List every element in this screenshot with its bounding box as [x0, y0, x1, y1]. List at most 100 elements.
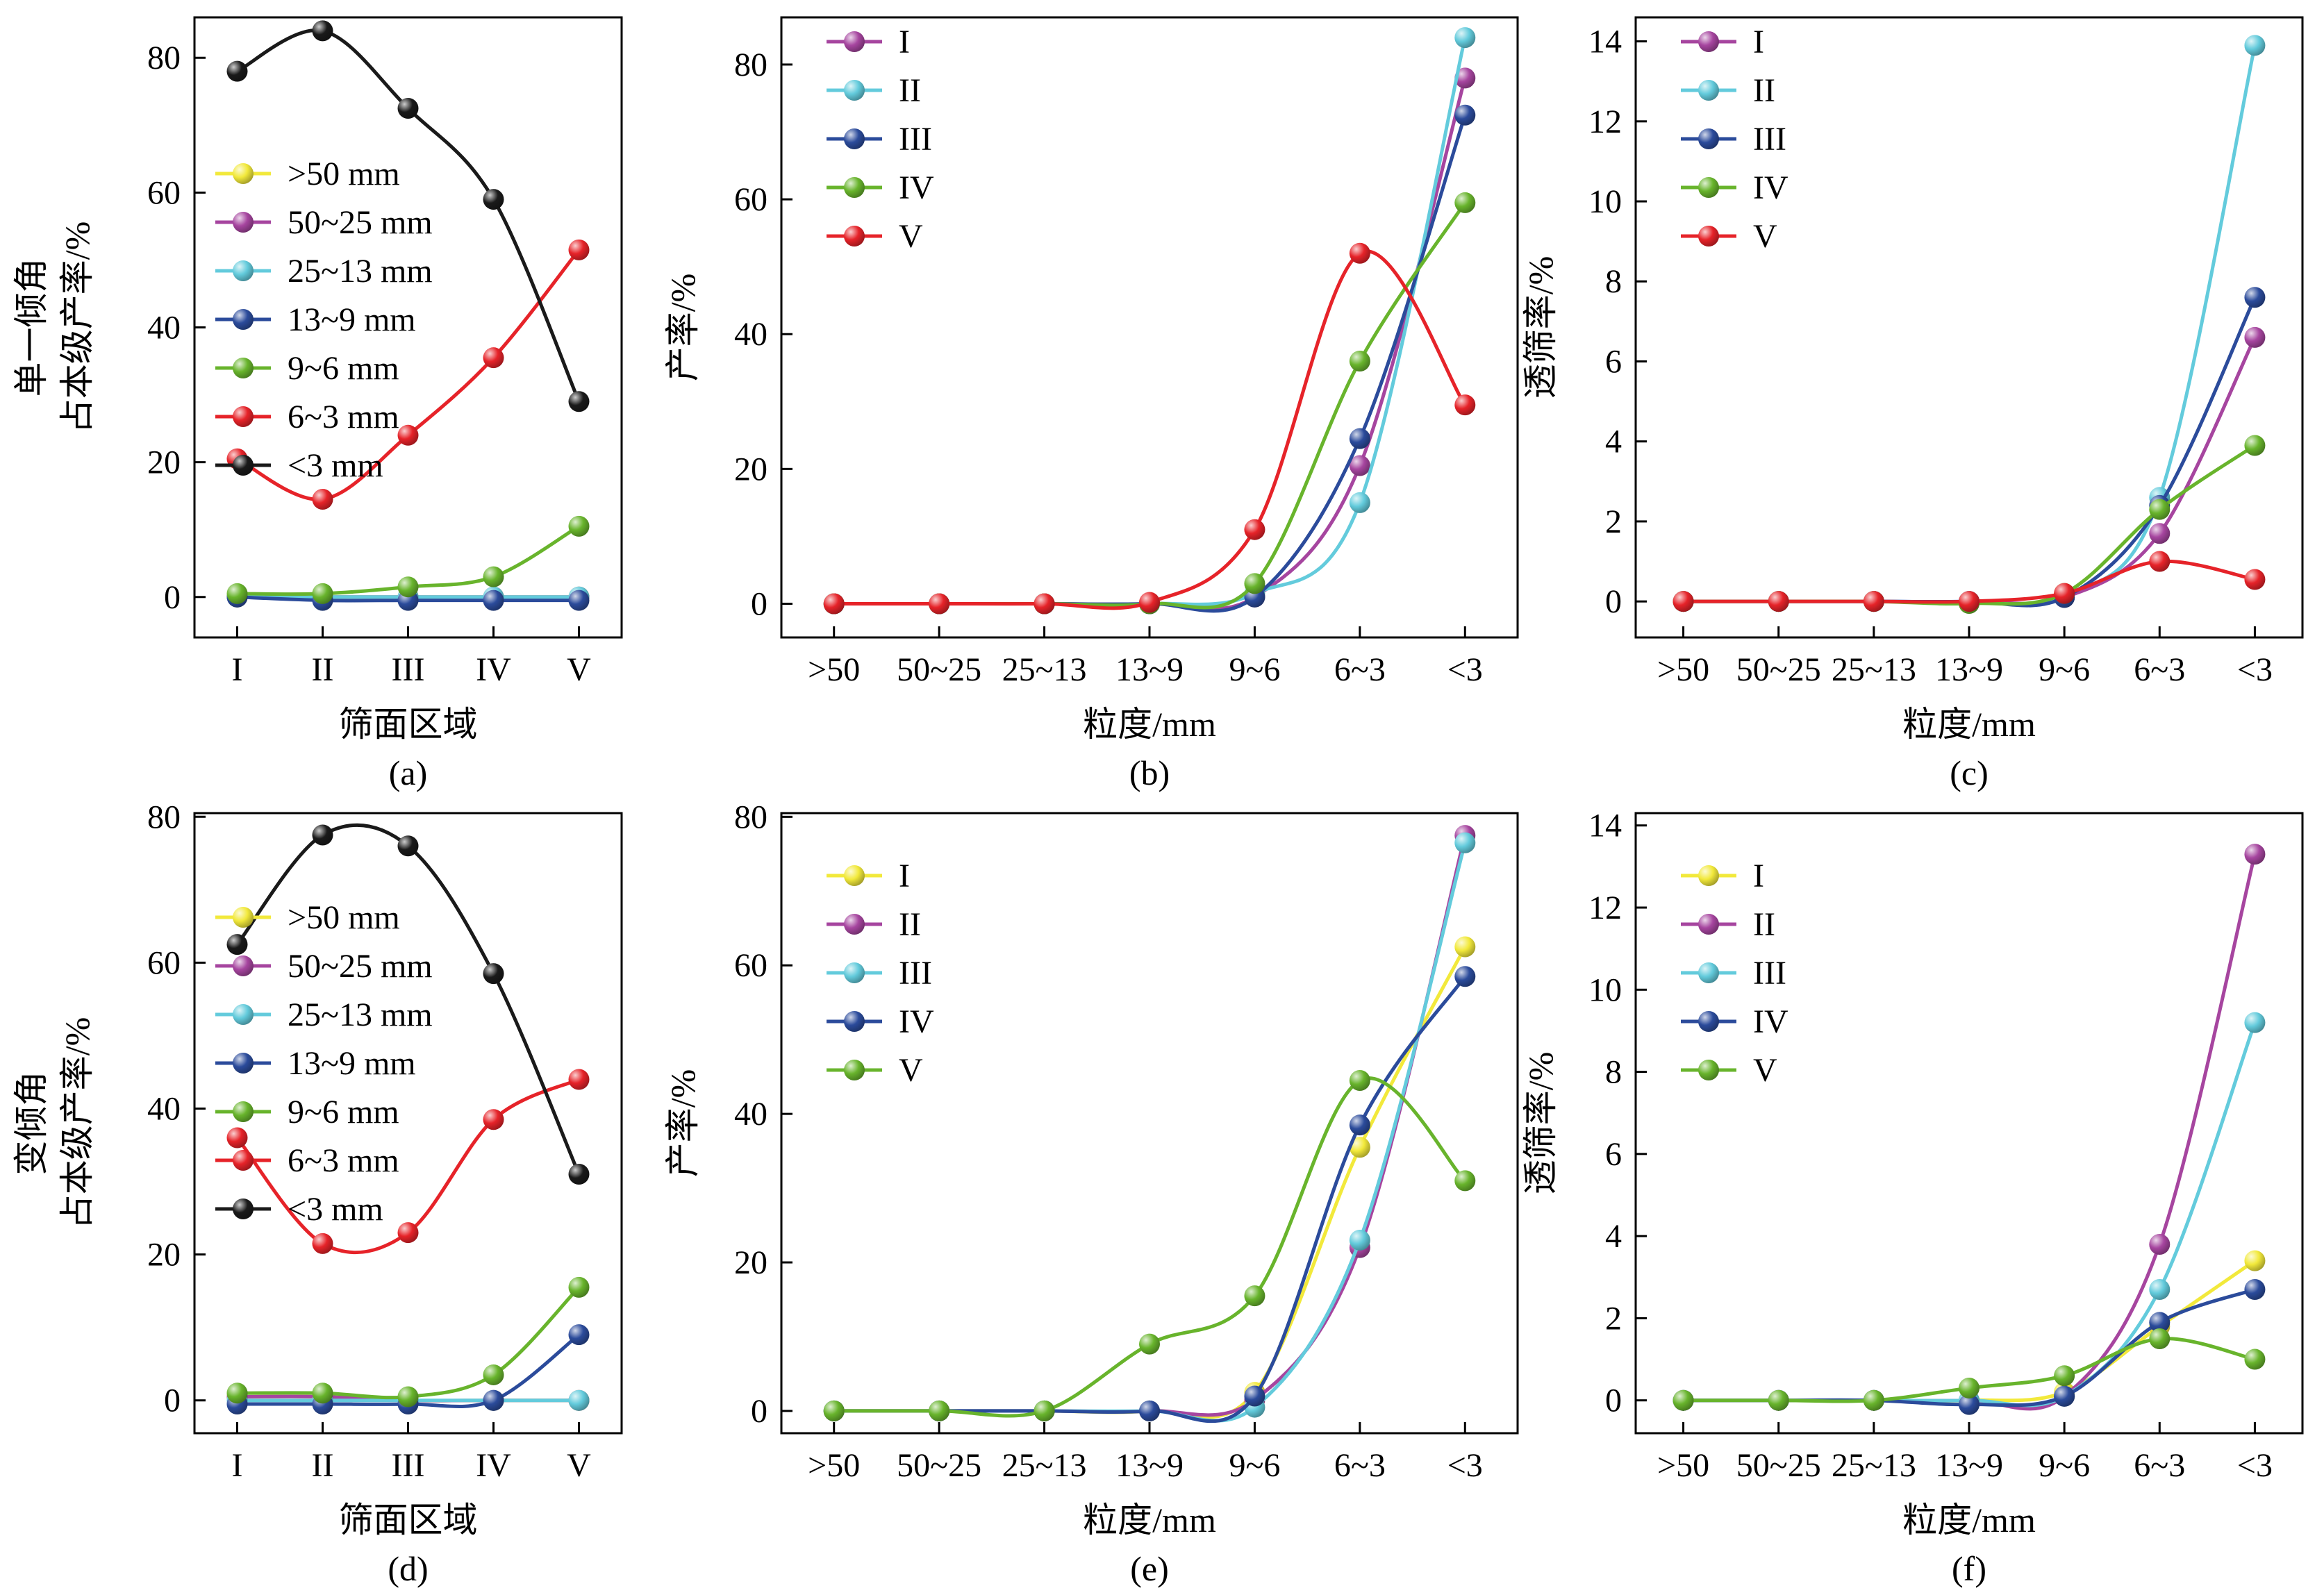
x-tick-label: 6~3 [2134, 651, 2185, 688]
data-point-marker [2149, 1233, 2171, 1255]
legend-label: V [899, 1052, 923, 1089]
legend-label: 9~6 mm [288, 350, 399, 387]
legend-marker [233, 1150, 254, 1171]
y-tick-label: 0 [1605, 583, 1622, 620]
legend-marker [1698, 914, 1719, 935]
legend-label: II [899, 72, 921, 109]
data-point-marker [1349, 351, 1370, 372]
legend-label: >50 mm [288, 156, 400, 192]
x-tick-label: I [232, 1447, 243, 1484]
chart-panel-f: 0 2 4 6 8 10 12 14 >50 50~25 25~13 13~9 9~6 6~3 <3 透筛率/… [1521, 796, 2324, 1592]
x-tick-label: 25~13 [1832, 651, 1916, 688]
data-point-marker [1768, 591, 1789, 612]
data-point-marker [1349, 1137, 1370, 1158]
x-tick-label: 50~25 [897, 1447, 981, 1484]
x-tick-label: V [567, 1447, 591, 1484]
x-tick-label: 25~13 [1002, 1447, 1087, 1484]
data-point-marker [1349, 455, 1370, 476]
legend-label: III [1753, 955, 1786, 992]
legend-marker [1698, 865, 1719, 886]
x-tick-label: >50 [1657, 651, 1709, 688]
y-tick-label: 40 [147, 1090, 181, 1127]
data-point-marker [397, 1386, 419, 1408]
legend-marker [233, 955, 254, 976]
data-point-marker [1673, 591, 1694, 612]
x-axis-title: 粒度/mm [1902, 1501, 2036, 1539]
series-line [235, 1285, 581, 1400]
legend-label: III [1753, 121, 1786, 158]
y-tick-label: 60 [734, 947, 767, 984]
data-point-marker [1454, 192, 1476, 213]
data-point-marker [2244, 326, 2266, 348]
y-tick-label: 20 [734, 1244, 767, 1281]
x-tick-label: I [232, 651, 243, 688]
series-V [823, 242, 1476, 615]
y-axis-title: 占本级产率/% [58, 1017, 97, 1230]
legend-marker [233, 1101, 254, 1122]
legend-label: 50~25 mm [288, 948, 433, 985]
data-point-marker [568, 1069, 590, 1090]
legend-label: III [899, 955, 932, 992]
data-point-marker [1244, 1285, 1265, 1307]
y-tick-label: 60 [147, 174, 181, 211]
series-line [832, 201, 1467, 610]
x-tick-label: <3 [2237, 651, 2273, 688]
x-tick-label: 25~13 [1002, 651, 1087, 688]
panel-caption: (b) [1129, 753, 1170, 792]
y-tick-label: 0 [751, 1393, 767, 1430]
legend-label: III [899, 121, 932, 158]
series-9~6 mm [226, 515, 590, 604]
x-tick-label: 13~9 [1935, 1447, 2003, 1484]
x-axis: I II III IV V [232, 1422, 591, 1484]
y-tick-label: 20 [734, 451, 767, 487]
series-9~6 mm [226, 1276, 590, 1408]
legend-marker [1698, 80, 1719, 101]
data-point-marker [2244, 1279, 2266, 1301]
data-point-marker [568, 1276, 590, 1298]
legend-label: 25~13 mm [288, 253, 433, 290]
series-<3 mm [226, 823, 590, 1185]
data-point-marker [397, 835, 419, 857]
data-point-marker [1454, 394, 1476, 416]
x-axis: >50 50~25 25~13 13~9 9~6 6~3 <3 [808, 626, 1483, 688]
y-axis: 0 20 40 60 80 [734, 799, 792, 1430]
y-tick-label: 0 [164, 579, 181, 616]
data-point-marker [2054, 1385, 2075, 1407]
x-tick-label: <3 [1447, 651, 1483, 688]
y-axis: 0 20 40 60 80 [734, 47, 792, 622]
x-tick-label: 50~25 [1736, 1447, 1821, 1484]
legend-marker [233, 1053, 254, 1074]
data-point-marker [823, 1400, 845, 1421]
data-point-marker [1454, 67, 1476, 89]
x-tick-label: II [312, 1447, 334, 1484]
chart-panel-a: 0 20 40 60 80 I II III IV V 单一倾角 占本级产率/% 筛面区域 (a) >50 … [0, 0, 653, 796]
chart-e-svg: 0 20 40 60 80 >50 50~25 25~13 13~9 9~6 6~3 <3 产率/% 粒度… [663, 799, 1519, 1588]
legend-label: >50 mm [288, 899, 400, 936]
data-point-marker [226, 583, 248, 604]
series-II [823, 27, 1476, 615]
data-point-marker [2149, 551, 2171, 572]
chart-b-svg: 0 20 40 60 80 >50 50~25 25~13 13~9 9~6 6~3 <3 产率/% 粒度… [663, 16, 1519, 792]
data-point-marker [1349, 242, 1370, 264]
plot-border [1634, 812, 2304, 1435]
x-axis: I II III IV V [232, 626, 591, 688]
x-axis: >50 50~25 25~13 13~9 9~6 6~3 <3 [1657, 626, 2273, 688]
x-axis: >50 50~25 25~13 13~9 9~6 6~3 <3 [1657, 1422, 2273, 1484]
x-tick-label: 50~25 [1736, 651, 1821, 688]
data-point-marker [568, 239, 590, 260]
y-tick-label: 80 [147, 40, 181, 76]
y-tick-label: 0 [164, 1383, 181, 1419]
panel-caption: (e) [1130, 1549, 1169, 1588]
legend-label: I [1753, 858, 1764, 894]
series-IV [1673, 435, 2266, 615]
y-tick-label: 2 [1605, 503, 1622, 540]
data-point-marker [483, 1389, 504, 1411]
legend-marker [1698, 128, 1719, 149]
data-point-marker [1139, 1400, 1160, 1421]
legend-label: IV [1753, 1003, 1788, 1040]
y-tick-label: 8 [1605, 263, 1622, 300]
data-point-marker [2149, 499, 2171, 520]
data-point-marker [226, 1383, 248, 1404]
